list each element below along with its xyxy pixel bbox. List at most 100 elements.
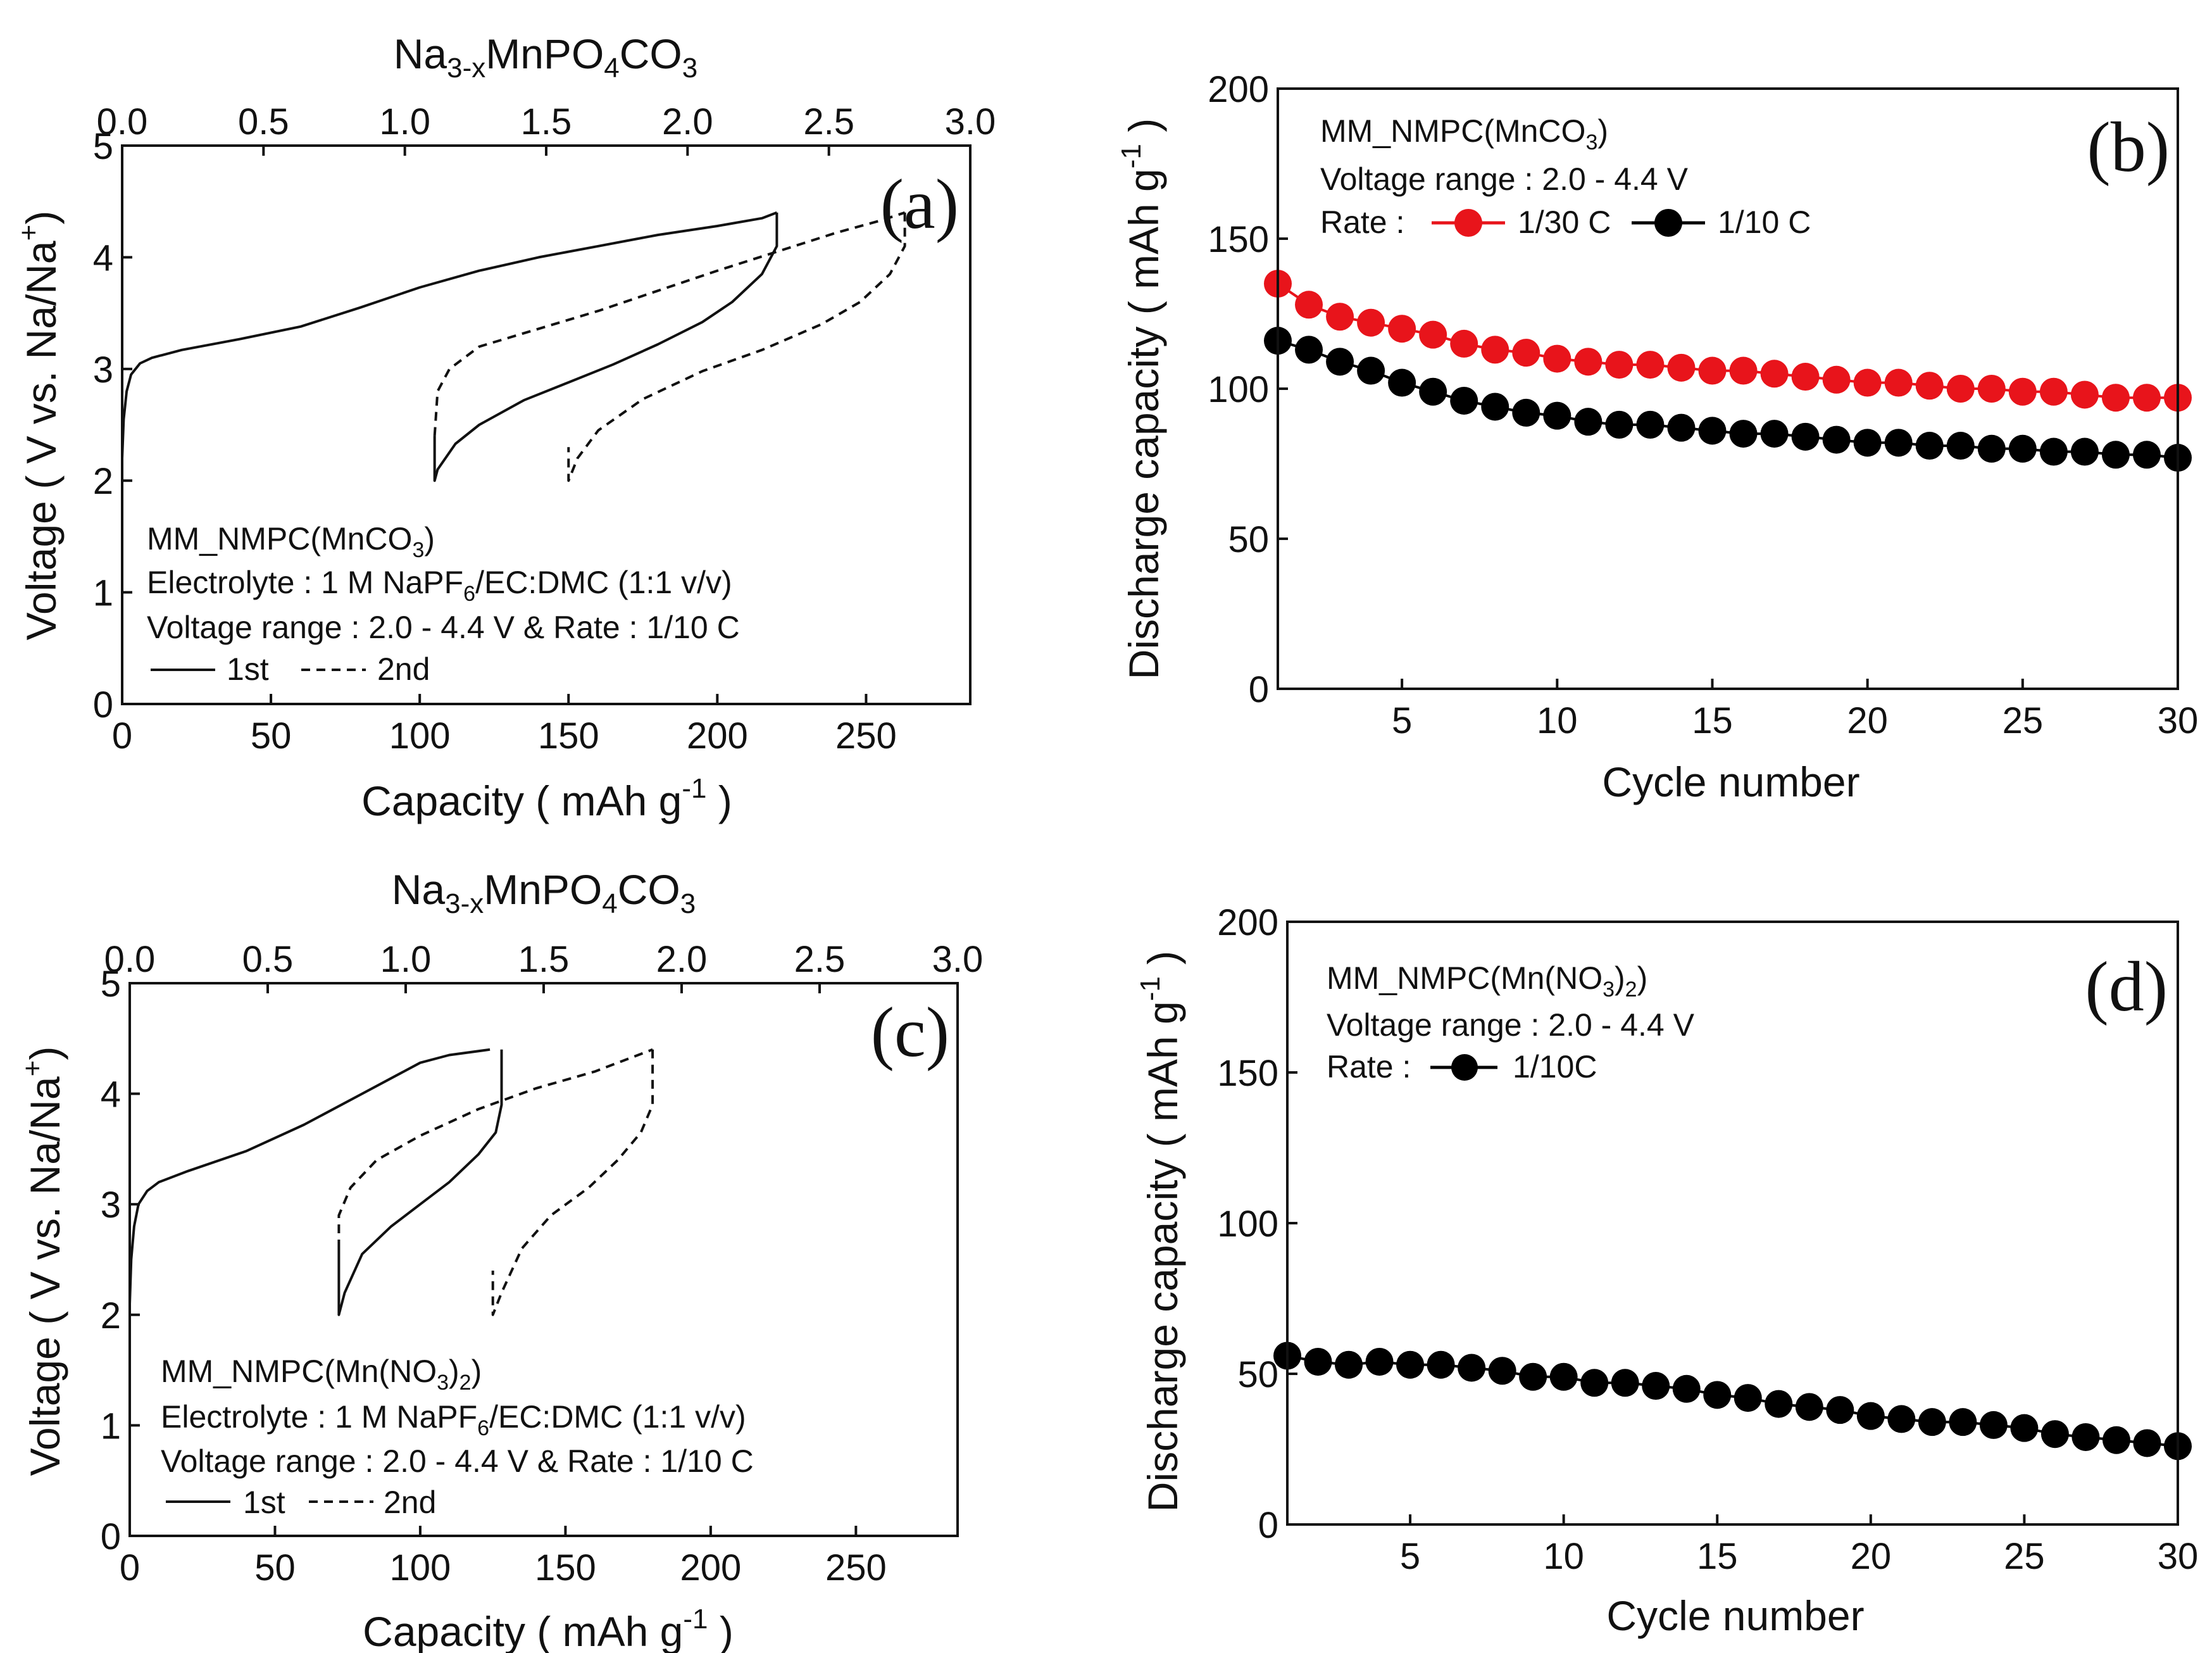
y-tick-label-d-2: 100 (1217, 1204, 1278, 1245)
data-point-b-0-11 (1574, 348, 1603, 376)
x-tick-label-a-5: 250 (835, 715, 897, 757)
legend-marker-red-b (1454, 209, 1482, 237)
data-point-d-0-9 (1519, 1362, 1547, 1391)
axes-frame-a (121, 144, 972, 705)
x-tick-label-b-4: 25 (2003, 700, 2044, 741)
series-line-a-1st-1 (433, 212, 778, 482)
data-point-b-0-27 (2070, 380, 2099, 409)
y-tick-label-a-1: 1 (93, 573, 113, 614)
data-point-d-0-10 (1549, 1362, 1578, 1391)
data-point-d-0-8 (1488, 1357, 1516, 1385)
x-tick-label-a-2: 100 (389, 715, 451, 757)
y-axis-title-c: Voltage ( V vs. Na/Na+) (17, 1046, 68, 1476)
panel-label-a: (a) (880, 165, 959, 244)
legend-rate-label-b: Rate : (1320, 204, 1404, 240)
axes-frame-d (1286, 921, 2179, 1526)
panel-label-b: (b) (2087, 108, 2170, 187)
data-point-b-1-28 (2101, 441, 2130, 469)
legend-title-c: MM_NMPC(Mn(NO3)2) (161, 1354, 482, 1395)
data-point-b-0-22 (1915, 372, 1944, 400)
y-tick-label-d-0: 0 (1258, 1505, 1278, 1546)
data-point-d-0-27 (2071, 1423, 2100, 1451)
data-point-b-1-27 (2070, 437, 2099, 466)
y-tick-label-c-4: 4 (101, 1074, 121, 1116)
y-tick-label-c-5: 5 (101, 964, 121, 1005)
x-tick-label-d-5: 30 (2158, 1536, 2199, 1577)
data-point-b-1-14 (1667, 413, 1696, 442)
x-tick-label-b-2: 15 (1692, 700, 1733, 741)
data-point-b-1-26 (2039, 437, 2068, 466)
data-point-d-0-20 (1856, 1402, 1885, 1430)
panel-d: 5 10 15 20 25 30 0 50 100 150 200 (d) Cycle number… (1135, 902, 2198, 1639)
data-point-d-0-22 (1918, 1408, 1946, 1436)
data-point-b-0-3 (1326, 303, 1354, 331)
data-point-d-0-4 (1365, 1347, 1394, 1376)
data-point-b-0-14 (1667, 353, 1696, 382)
y-axis-title-d: Discharge capacity ( mAh g-1 ) (1135, 951, 1186, 1512)
data-point-b-0-5 (1388, 315, 1416, 343)
data-point-d-0-11 (1580, 1369, 1609, 1397)
plot-area-d: 5 10 15 20 25 30 0 50 100 150 200 (1217, 902, 2198, 1577)
x-tick-label-c-1: 50 (254, 1547, 296, 1588)
data-point-b-0-24 (1977, 375, 2006, 403)
data-point-d-0-29 (2133, 1429, 2161, 1457)
x-tick-label-c-0: 0 (120, 1547, 140, 1588)
data-point-b-0-13 (1636, 351, 1665, 379)
series-line-a-2nd-1 (567, 212, 906, 482)
x-tick-label-a-1: 50 (251, 715, 292, 757)
data-point-b-0-17 (1760, 360, 1789, 388)
data-point-b-1-25 (2008, 434, 2037, 463)
x-tick-label-b-3: 20 (1847, 700, 1888, 741)
legend-voltage-b: Voltage range : 2.0 - 4.4 V (1320, 161, 1689, 197)
legend-label-red-b: 1/30 C (1518, 204, 1611, 240)
legend-label-black-d: 1/10C (1513, 1049, 1597, 1084)
axes-frame-c (128, 982, 959, 1537)
data-point-b-1-16 (1729, 420, 1758, 448)
data-point-b-0-2 (1295, 291, 1323, 319)
series-line-a-2nd-0 (433, 211, 906, 436)
data-point-d-0-17 (1765, 1390, 1793, 1418)
legend-voltage-d: Voltage range : 2.0 - 4.4 V (1327, 1007, 1695, 1043)
y-tick-label-a-4: 4 (93, 237, 113, 279)
data-point-b-0-7 (1450, 329, 1478, 358)
top-x-tick-label-c-5: 2.5 (794, 939, 846, 980)
data-point-b-1-4 (1357, 356, 1385, 385)
data-point-b-0-6 (1419, 320, 1447, 349)
panel-b: 5 10 15 20 25 30 0 50 100 150 200 (b) Cycle number… (1116, 69, 2198, 805)
x-tick-label-c-5: 250 (825, 1547, 887, 1588)
data-point-b-0-19 (1822, 365, 1851, 394)
legend-electrolyte-a: Electrolyte : 1 M NaPF6/EC:DMC (1:1 v/v) (147, 565, 732, 606)
panel-label-d: (d) (2085, 948, 2168, 1026)
data-point-b-1-12 (1605, 410, 1634, 439)
data-point-d-0-18 (1795, 1393, 1823, 1421)
data-point-d-0-24 (1979, 1411, 2008, 1439)
legend-condition-c: Voltage range : 2.0 - 4.4 V & Rate : 1/1… (161, 1443, 754, 1479)
data-point-b-1-20 (1853, 429, 1882, 457)
y-tick-label-d-3: 150 (1217, 1053, 1278, 1094)
x-tick-label-d-1: 10 (1543, 1536, 1584, 1577)
data-point-b-1-23 (1946, 432, 1975, 460)
data-point-d-0-5 (1396, 1350, 1425, 1379)
x-tick-label-c-3: 150 (535, 1547, 596, 1588)
x-tick-label-a-3: 150 (538, 715, 599, 757)
top-x-tick-label-a-3: 1.5 (521, 101, 572, 142)
series-line-c-1st-0 (128, 1048, 491, 1304)
x-tick-label-b-5: 30 (2158, 700, 2199, 741)
data-point-b-1-2 (1295, 336, 1323, 364)
data-point-d-0-16 (1734, 1384, 1762, 1412)
x-tick-label-d-2: 15 (1697, 1536, 1738, 1577)
top-x-tick-label-a-4: 2.0 (662, 101, 713, 142)
data-point-b-0-10 (1543, 344, 1572, 373)
data-point-d-0-19 (1826, 1396, 1854, 1424)
panel-a: 0 50 100 150 200 250 0 1 2 3 4 50.0 0.5 1.0 1.5 2.0 2.5 3… (13, 30, 996, 824)
data-point-b-1-15 (1698, 417, 1727, 445)
top-x-tick-label-c-6: 3.0 (932, 939, 984, 980)
y-tick-label-d-4: 200 (1217, 902, 1278, 943)
data-point-b-1-5 (1388, 368, 1416, 397)
y-tick-label-b-3: 150 (1208, 219, 1269, 260)
y-tick-label-b-4: 200 (1208, 69, 1269, 110)
x-axis-title-a: Capacity ( mAh g-1 ) (361, 773, 732, 824)
data-point-b-1-3 (1326, 348, 1354, 376)
data-point-b-1-21 (1884, 429, 1913, 457)
x-tick-label-d-3: 20 (1851, 1536, 1892, 1577)
